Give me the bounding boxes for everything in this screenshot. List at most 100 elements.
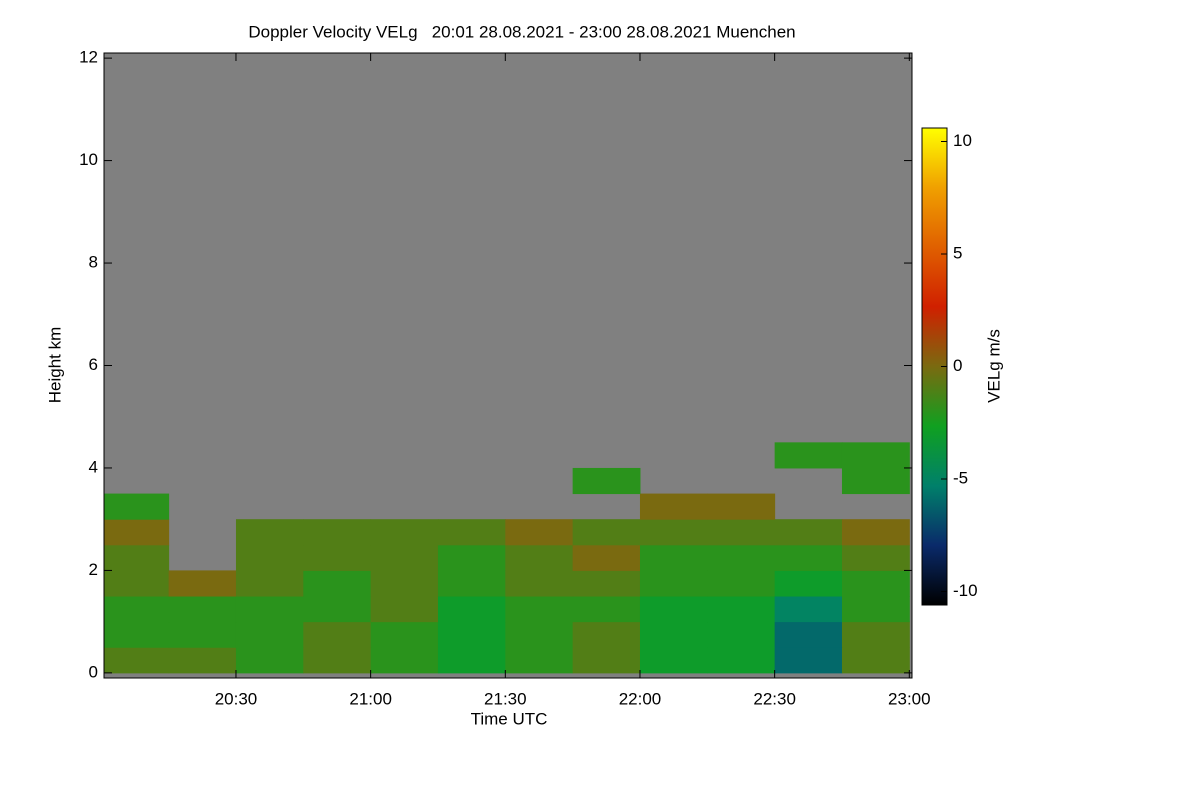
- heatmap-cell: [774, 621, 843, 648]
- heatmap-cell: [639, 647, 708, 674]
- heatmap-cell: [572, 647, 641, 674]
- heatmap-cell: [707, 493, 776, 520]
- heatmap-cell: [707, 544, 776, 571]
- heatmap-cell: [707, 570, 776, 597]
- heatmap-cell: [707, 519, 776, 546]
- heatmap-cell: [370, 544, 439, 571]
- heatmap-cell: [841, 442, 910, 469]
- heatmap-cell: [370, 596, 439, 623]
- y-tick-label: 6: [89, 355, 98, 374]
- heatmap-cell: [572, 544, 641, 571]
- heatmap-cell: [303, 519, 372, 546]
- heatmap-cell: [505, 519, 574, 546]
- heatmap-cell: [707, 596, 776, 623]
- heatmap-cell: [235, 647, 304, 674]
- heatmap-cell: [104, 570, 170, 597]
- heatmap-cell: [104, 621, 170, 648]
- heatmap-cell: [707, 621, 776, 648]
- y-tick-label: 12: [79, 48, 98, 67]
- heatmap-cell: [639, 493, 708, 520]
- heatmap-cell: [774, 596, 843, 623]
- y-tick-label: 0: [89, 662, 98, 681]
- x-axis-label: Time UTC: [471, 709, 548, 728]
- y-tick-label: 8: [89, 253, 98, 272]
- heatmap-cell: [774, 519, 843, 546]
- heatmap-cell: [168, 647, 237, 674]
- heatmap-cell: [104, 544, 170, 571]
- heatmap-cell: [235, 544, 304, 571]
- x-tick-label: 23:00: [888, 689, 931, 708]
- heatmap-cell: [303, 621, 372, 648]
- heatmap-cell: [437, 570, 506, 597]
- y-axis-label: Height km: [45, 327, 64, 404]
- colorbar-tick-label: 0: [953, 356, 962, 375]
- x-tick-label: 20:30: [215, 689, 258, 708]
- heatmap-cell: [235, 570, 304, 597]
- heatmap-cell: [572, 519, 641, 546]
- chart-title: Doppler Velocity VELg 20:01 28.08.2021 -…: [248, 22, 795, 41]
- heatmap-cell: [437, 519, 506, 546]
- heatmap-cell: [841, 621, 910, 648]
- heatmap-cell: [505, 570, 574, 597]
- heatmap-cell: [639, 544, 708, 571]
- heatmap-cell: [841, 519, 910, 546]
- heatmap-cell: [841, 647, 910, 674]
- heatmap-cell: [370, 621, 439, 648]
- heatmap-cell: [303, 544, 372, 571]
- heatmap-cell: [572, 467, 641, 495]
- heatmap-cell: [505, 596, 574, 623]
- heatmap-cell: [437, 544, 506, 571]
- heatmap-cell: [370, 647, 439, 674]
- colorbar-label: VELg m/s: [984, 329, 1003, 403]
- heatmap-cell: [370, 570, 439, 597]
- heatmap-cell: [370, 519, 439, 546]
- heatmap-cell: [235, 596, 304, 623]
- heatmap-cell: [841, 596, 910, 623]
- x-tick-label: 21:00: [349, 689, 392, 708]
- heatmap-cell: [104, 519, 170, 546]
- y-tick-label: 4: [89, 457, 98, 476]
- heatmap-cell: [303, 570, 372, 597]
- heatmap-cell: [841, 570, 910, 597]
- colorbar-tick-label: -5: [953, 468, 968, 487]
- heatmap-cell: [841, 544, 910, 571]
- heatmap-cell: [235, 519, 304, 546]
- heatmap-cell: [505, 621, 574, 648]
- heatmap-cell: [437, 647, 506, 674]
- heatmap-cell: [707, 647, 776, 674]
- heatmap-cell: [437, 621, 506, 648]
- heatmap-cell: [774, 442, 843, 469]
- heatmap-cell: [774, 570, 843, 597]
- heatmap-cell: [572, 596, 641, 623]
- heatmap-cell: [572, 621, 641, 648]
- x-tick-label: 22:00: [619, 689, 662, 708]
- heatmap-cell: [104, 596, 170, 623]
- colorbar-tick-label: 10: [953, 131, 972, 150]
- heatmap-cell: [505, 647, 574, 674]
- y-tick-label: 2: [89, 560, 98, 579]
- heatmap-cell: [168, 621, 237, 648]
- heatmap-cell: [104, 493, 170, 520]
- colorbar-tick-label: 5: [953, 243, 962, 262]
- heatmap-cell: [303, 596, 372, 623]
- heatmap-cell: [639, 596, 708, 623]
- heatmap-cell: [235, 621, 304, 648]
- x-tick-label: 21:30: [484, 689, 527, 708]
- heatmap-cell: [437, 596, 506, 623]
- heatmap-cell: [841, 467, 910, 495]
- heatmap-cell: [639, 519, 708, 546]
- heatmap-cell: [639, 570, 708, 597]
- heatmap-cell: [774, 647, 843, 674]
- heatmap-cell: [104, 647, 170, 674]
- heatmap-cell: [774, 544, 843, 571]
- heatmap-cell: [303, 647, 372, 674]
- heatmap-cell: [572, 570, 641, 597]
- heatmap-cell: [505, 544, 574, 571]
- y-tick-label: 10: [79, 150, 98, 169]
- heatmap-cell: [168, 570, 237, 597]
- heatmap-cell: [168, 596, 237, 623]
- colorbar-tick-label: -10: [953, 581, 978, 600]
- x-tick-label: 22:30: [753, 689, 796, 708]
- heatmap-cell: [639, 621, 708, 648]
